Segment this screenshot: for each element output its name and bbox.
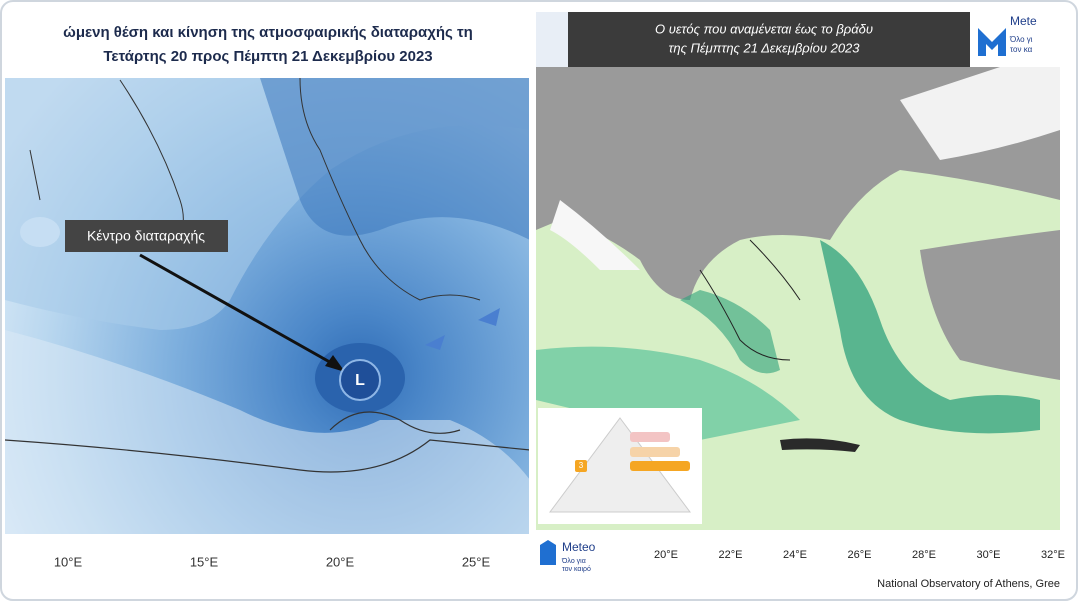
low-marker: L bbox=[355, 372, 365, 389]
lon-label: 26°E bbox=[848, 549, 872, 561]
credit: National Observatory of Athens, Gree bbox=[877, 578, 1060, 590]
lon-label: 22°E bbox=[719, 549, 743, 561]
left-map: ώμενη θέση και κίνηση της ατμοσφαιρικής … bbox=[5, 24, 529, 569]
lon-label: 10°E bbox=[54, 554, 83, 569]
title-line: Ο υετός που αναμένεται έως το βράδυ bbox=[655, 21, 873, 36]
logo-name: Mete bbox=[1010, 14, 1037, 28]
map-area: 3 bbox=[536, 67, 1060, 530]
map-area: Κέντρο διαταραχής L bbox=[5, 78, 529, 534]
legend-level: 3 bbox=[579, 461, 584, 470]
lon-labels: 10°E 15°E 20°E 25°E bbox=[54, 554, 491, 569]
footer-logo-tagline: Όλο για bbox=[561, 558, 586, 565]
lon-label: 24°E bbox=[783, 549, 807, 561]
callout: Κέντρο διαταραχής bbox=[87, 228, 205, 244]
lon-labels: 20°E 22°E 24°E 26°E 28°E 30°E 32°E bbox=[654, 549, 1065, 561]
lon-label: 28°E bbox=[912, 549, 936, 561]
title-line: της Πέμπτης 21 Δεκεμβρίου 2023 bbox=[668, 40, 860, 55]
title-line: Τετάρτης 20 προς Πέμπτη 21 Δεκεμβρίου 20… bbox=[103, 48, 432, 65]
lon-label: 15°E bbox=[190, 554, 219, 569]
callout-box bbox=[65, 220, 228, 252]
lon-label: 20°E bbox=[326, 554, 355, 569]
logo-tagline: Όλο γι bbox=[1009, 35, 1033, 44]
lon-label: 32°E bbox=[1041, 549, 1065, 561]
right-map: Ο υετός που αναμένεται έως το βράδυ της … bbox=[536, 12, 1065, 590]
footer-logo-name: Meteo bbox=[562, 540, 596, 554]
title-line: ώμενη θέση και κίνηση της ατμοσφαιρικής … bbox=[63, 24, 473, 41]
lon-label: 25°E bbox=[462, 554, 491, 569]
logo-tagline: τον κα bbox=[1010, 45, 1033, 54]
lon-label: 30°E bbox=[977, 549, 1001, 561]
lon-label: 20°E bbox=[654, 549, 678, 561]
footer-logo-tagline: τον καιρό bbox=[562, 565, 591, 573]
